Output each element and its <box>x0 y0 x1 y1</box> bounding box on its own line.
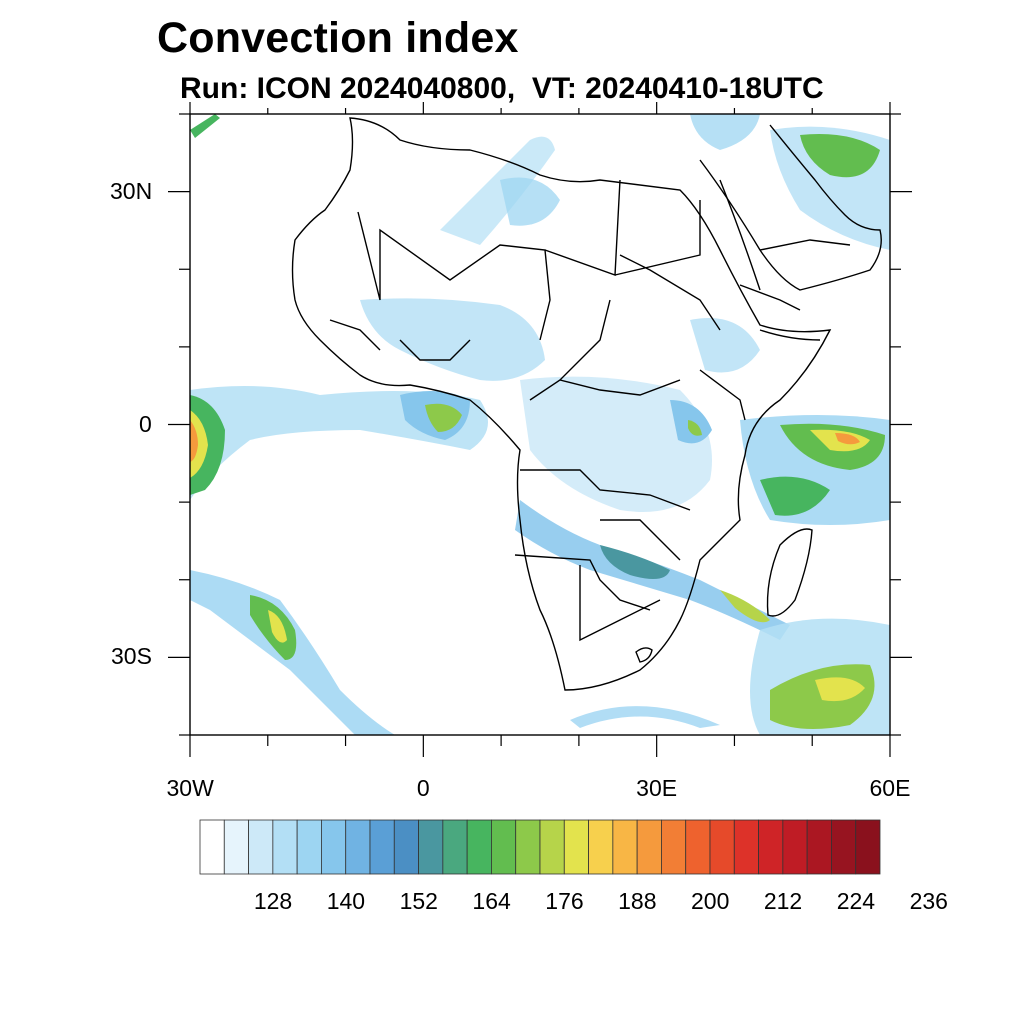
field-west-africa <box>360 298 545 381</box>
field-arabia-core <box>800 134 880 178</box>
colorbar-box <box>418 819 444 875</box>
field-south-atlantic-hot <box>268 610 287 643</box>
colorbar-box <box>782 819 808 875</box>
colorbar-box <box>539 819 565 875</box>
field-south-arc <box>570 706 720 728</box>
colorbar-box <box>272 819 298 875</box>
colorbar-box <box>393 819 419 875</box>
colorbar-box <box>223 819 249 875</box>
field-madagascar-channel <box>720 590 770 623</box>
field-ethiopia <box>690 318 760 373</box>
field-nw-corner <box>190 114 220 138</box>
colorbar-box <box>563 819 589 875</box>
colorbar-box <box>588 819 614 875</box>
colorbar-box <box>321 819 347 875</box>
colorbar-box <box>199 819 225 875</box>
border-5 <box>619 254 721 331</box>
border-9 <box>579 565 661 642</box>
colorbar-box <box>733 819 759 875</box>
field-sahara-streak <box>440 136 555 245</box>
colorbar-box <box>491 819 517 875</box>
map-subtitle: Run: ICON 2024040800, VT: 20240410-18UTC <box>180 72 824 105</box>
field-indian-south <box>760 476 830 516</box>
border-8 <box>514 554 651 611</box>
colorbar-box <box>831 819 857 875</box>
border-4 <box>529 299 611 401</box>
colorbar-level-label: 152 <box>399 888 438 914</box>
border-7 <box>520 469 691 511</box>
colorbar-level-label: 140 <box>326 888 366 914</box>
map-title: Convection index <box>157 14 519 62</box>
colorbar-box <box>296 819 322 875</box>
field-southern-core <box>600 545 670 579</box>
coastlines <box>291 117 882 691</box>
field-indian-red <box>835 433 860 445</box>
colorbar-box <box>442 819 468 875</box>
field-west-atlantic-red <box>190 420 198 462</box>
colorbar-box <box>806 819 832 875</box>
lat-label: 30N <box>110 177 153 204</box>
colorbar-level-label: 164 <box>472 888 511 914</box>
field-gulf-guinea-core <box>425 403 462 432</box>
lon-label: 0 <box>416 775 430 801</box>
red-sea-coast <box>719 179 761 291</box>
border-6 <box>559 379 681 396</box>
field-west-atlantic-hot <box>190 410 208 478</box>
colorbar-level-label: 176 <box>545 888 584 914</box>
lon-label: 60E <box>869 775 911 801</box>
arabia-coast <box>699 124 882 291</box>
colorbar-box <box>661 819 687 875</box>
colorbar-box <box>636 819 662 875</box>
colorbar-box <box>345 819 371 875</box>
colorbar-box <box>612 819 638 875</box>
border-11 <box>399 339 471 361</box>
madagascar <box>766 528 813 617</box>
lat-label: 0 <box>139 410 152 437</box>
border-14 <box>739 284 801 311</box>
lat-label: 30S <box>111 643 152 670</box>
colorbar-level-label: 188 <box>618 888 657 914</box>
axis-ticks <box>168 102 912 757</box>
africa-coastline <box>291 117 832 691</box>
colorbar-level-label: 200 <box>691 888 730 914</box>
colorbar-level-label: 128 <box>253 888 293 914</box>
convection-field <box>190 114 890 735</box>
border-13 <box>699 369 746 421</box>
lesotho <box>635 647 653 663</box>
field-southeast-hot <box>815 677 865 702</box>
border-15 <box>759 239 851 251</box>
colorbar-box <box>855 819 881 875</box>
field-congo <box>520 376 712 512</box>
colorbar-level-label: 236 <box>909 888 948 914</box>
border-12 <box>329 319 381 351</box>
field-algeria <box>500 177 560 226</box>
colorbar-box <box>515 819 541 875</box>
field-mediterranean <box>690 114 760 150</box>
border-10 <box>600 519 681 561</box>
colorbar-box <box>466 819 492 875</box>
border-3 <box>614 200 701 276</box>
colorbar-level-label: 224 <box>836 888 876 914</box>
border-1 <box>357 211 551 341</box>
horn-coast <box>759 329 821 341</box>
lon-label: 30W <box>166 775 214 801</box>
lon-label: 30E <box>636 775 678 801</box>
field-lake-core <box>688 420 702 436</box>
colorbar-box <box>709 819 735 875</box>
colorbar-box <box>758 819 784 875</box>
colorbar-level-label: 212 <box>763 888 803 914</box>
colorbar-box <box>248 819 274 875</box>
colorbar-box <box>685 819 711 875</box>
colorbar-box <box>369 819 395 875</box>
